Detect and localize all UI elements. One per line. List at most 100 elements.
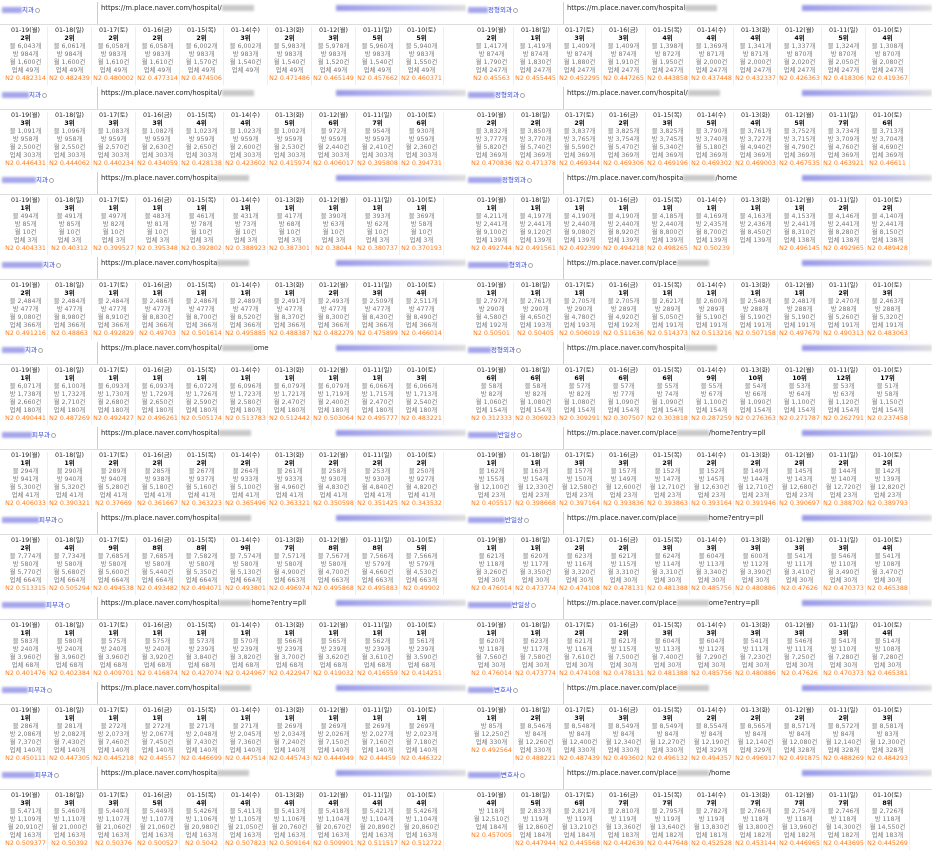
stat-line: 업체 664개 xyxy=(185,577,218,584)
stat-line: 블 152개 xyxy=(654,468,681,475)
help-icon[interactable] xyxy=(516,432,522,438)
place-url-link[interactable]: https://m.place.naver.com/place xyxy=(567,259,709,267)
stat-line: 업체 23개 xyxy=(741,492,770,499)
stat-line: 방 580개 xyxy=(320,561,347,568)
blurred-keyword-links[interactable] xyxy=(336,5,466,11)
place-name-link[interactable]: 형외과 xyxy=(468,259,533,269)
blurred-keyword-links[interactable] xyxy=(336,515,466,521)
help-icon[interactable] xyxy=(519,772,525,778)
place-url-link[interactable]: https://m.place.naver.com/hospita/home xyxy=(567,174,737,182)
help-icon[interactable] xyxy=(34,7,40,13)
help-icon[interactable] xyxy=(526,177,532,183)
place-url-link[interactable]: https://m.place.naver.com/place home?entr… xyxy=(567,514,763,522)
place-url-link[interactable]: https://m.place.naver.com/hospital/ome xyxy=(101,344,269,352)
blurred-keyword-links[interactable] xyxy=(802,430,932,436)
place-name-link[interactable]: 피부과 xyxy=(2,769,59,779)
n2-score: N2 0.444062 xyxy=(49,160,90,167)
place-name-link[interactable]: 피부과 xyxy=(2,599,70,609)
place-url-link[interactable]: https://m.place.naver.com/hospital home?e… xyxy=(101,599,306,607)
stat-line: 월 7,430건 xyxy=(185,739,218,746)
stat-line: 업체 68개 xyxy=(55,662,84,669)
place-url-link[interactable]: https://m.place.naver.com/hospita xyxy=(101,259,250,267)
daily-rank-row: 01-19(월) 1위 블 4,211개 방 2,441개 월 9,100건 업체 139… xyxy=(466,195,932,255)
url-text: https://m.place.naver.com/hospital/ xyxy=(101,4,222,12)
help-icon[interactable] xyxy=(523,517,529,523)
place-url-link[interactable]: https://m.place.naver.com/hospital xyxy=(101,684,252,692)
place-name-link[interactable]: 반일상 xyxy=(468,429,522,439)
blurred-keyword-links[interactable] xyxy=(336,685,466,691)
place-name-link[interactable]: 변호사 xyxy=(468,769,525,779)
blurred-keyword-links[interactable] xyxy=(336,600,466,606)
blurred-keyword-links[interactable] xyxy=(802,175,932,181)
date-label: 01-18(일) xyxy=(520,197,550,204)
place-name-link[interactable]: 정형외과 xyxy=(468,89,525,99)
place-name-link[interactable]: 변호사 xyxy=(468,684,518,694)
stat-line: 월 5,590건 xyxy=(563,144,596,151)
place-name-link[interactable]: 정형외과 xyxy=(468,4,518,14)
place-name-link[interactable]: 피부과 xyxy=(2,514,63,524)
place-name-link[interactable]: 치과 xyxy=(2,174,54,184)
blurred-keyword-links[interactable] xyxy=(336,175,466,181)
place-url-link[interactable]: https://m.place.naver.com/hospital xyxy=(101,514,252,522)
place-url-link[interactable]: https://m.place.naver.com/hospital/ xyxy=(567,89,720,97)
stat-line: 월 5,350건 xyxy=(185,569,218,576)
help-icon[interactable] xyxy=(37,347,43,353)
help-icon[interactable] xyxy=(50,432,56,438)
blurred-keyword-links[interactable] xyxy=(802,345,932,351)
place-url-link[interactable]: https://m.place.naver.com/place xyxy=(567,684,709,692)
help-icon[interactable] xyxy=(519,92,525,98)
blurred-keyword-links[interactable] xyxy=(802,515,932,521)
blurred-keyword-links[interactable] xyxy=(336,90,466,96)
place-url-link[interactable]: https://m.place.naver.com/hospital/ xyxy=(101,89,254,97)
n2-score: N2 0.50405 xyxy=(517,330,554,337)
place-name-link[interactable]: 반일상 xyxy=(468,514,529,524)
help-icon[interactable] xyxy=(512,7,518,13)
help-icon[interactable] xyxy=(64,602,70,608)
blurred-keyword-links[interactable] xyxy=(802,260,932,266)
place-url-link[interactable]: https://m.place.naver.com/hospital/ xyxy=(101,4,254,12)
rank-label: 3위 xyxy=(662,120,673,127)
blurred-keyword-links[interactable] xyxy=(802,90,932,96)
blurred-keyword-links[interactable] xyxy=(336,260,466,266)
place-name-link[interactable]: 치과 xyxy=(2,89,47,99)
blurred-keyword-links[interactable] xyxy=(802,5,932,11)
help-icon[interactable] xyxy=(53,772,59,778)
place-name-link[interactable]: 치과 xyxy=(2,4,40,14)
blurred-keyword-links[interactable] xyxy=(336,345,466,351)
place-block: 정형외과 https://m.place.naver.com/hospital 01… xyxy=(466,340,932,425)
place-name-link[interactable]: 치과 xyxy=(2,344,43,354)
place-name-link[interactable]: 치과 xyxy=(2,259,61,269)
help-icon[interactable] xyxy=(530,602,536,608)
blurred-keyword-links[interactable] xyxy=(802,770,932,776)
place-url-link[interactable]: https://m.place.naver.com/hospita xyxy=(101,769,250,777)
help-icon[interactable] xyxy=(41,92,47,98)
blurred-keyword-links[interactable] xyxy=(336,430,466,436)
place-url-link[interactable]: https://m.place.naver.com/place/home?ent… xyxy=(567,429,766,437)
blurred-keyword-links[interactable] xyxy=(802,600,932,606)
daily-rank-cell: 01-12(월) 8위 블 7,567개 방 580개 월 4,700건 업체 663개 N… xyxy=(312,537,356,595)
place-url-link[interactable]: https://m.place.naver.com/hospital xyxy=(567,4,718,12)
help-icon[interactable] xyxy=(512,687,518,693)
place-url-link[interactable]: https://m.place.naver.com/place ome?entry… xyxy=(567,599,759,607)
blurred-keyword-links[interactable] xyxy=(336,770,466,776)
place-name-link[interactable]: 피부과 xyxy=(2,429,56,439)
place-url-link[interactable]: https://m.place.naver.com/hospita xyxy=(101,174,250,182)
help-icon[interactable] xyxy=(527,262,533,268)
date-label: 01-12(월) xyxy=(784,112,814,119)
date-label: 01-16(금) xyxy=(142,197,172,204)
place-url-link[interactable]: https://m.place.naver.com/hospital xyxy=(567,344,718,352)
place-name-link[interactable]: 피부과 xyxy=(2,684,52,694)
date-label: 01-12(월) xyxy=(318,27,348,34)
help-icon[interactable] xyxy=(46,687,52,693)
blurred-keyword-links[interactable] xyxy=(802,685,932,691)
place-name-link[interactable]: 반일상 xyxy=(468,599,536,609)
stat-line: 블 2,810개 xyxy=(607,808,640,815)
place-url-link[interactable]: https://m.place.naver.com/place/home xyxy=(567,769,730,777)
place-name-link[interactable]: 정형외과 xyxy=(468,344,521,354)
help-icon[interactable] xyxy=(55,262,61,268)
help-icon[interactable] xyxy=(515,347,521,353)
place-url-link[interactable]: https://m.place.naver.com/hospital xyxy=(101,429,252,437)
help-icon[interactable] xyxy=(48,177,54,183)
place-name-link[interactable]: 정형외과 xyxy=(468,174,532,184)
help-icon[interactable] xyxy=(57,517,63,523)
